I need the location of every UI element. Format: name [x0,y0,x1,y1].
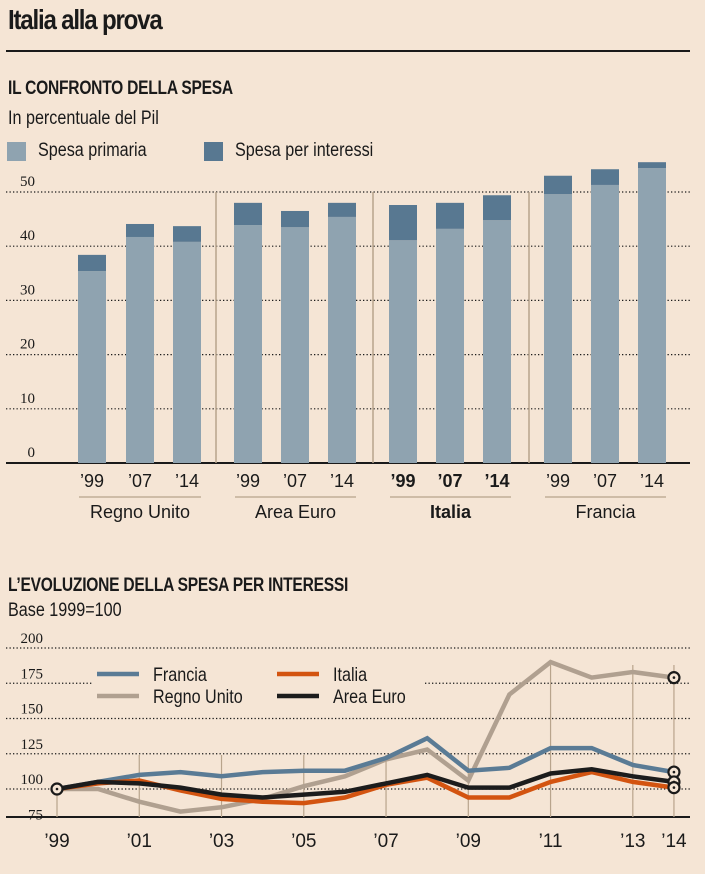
line-chart-y-ticks: 75 100 125 150 175 200 [21,631,44,823]
bar-interest-spending [638,162,666,169]
bar-interest-spending [436,202,464,229]
legend-label-regno-unito: Regno Unito [153,686,243,708]
bar-interest-spending [483,195,511,221]
page-title: Italia alla prova [8,4,163,35]
legend-label-interest: Spesa per interessi [235,140,374,161]
legend-item-interest: Spesa per interessi [204,140,398,162]
line-chart-x-tick-label: ’13 [620,831,645,852]
bar-interest-spending [389,205,417,241]
line-chart-y-tick-label: 200 [21,631,44,647]
bar-chart-y-tick-label: 30 [20,282,35,298]
bar-chart-x-tick-label: ’14 [640,471,664,491]
line-series-regno-unito [57,659,675,814]
line-chart-markers [50,671,681,796]
line-series-area-euro [56,767,675,800]
bar-chart-y-tick-label: 20 [20,337,35,353]
bar-chart-group-label: Italia [430,502,472,522]
bar-chart-x-tick-label: ’07 [593,471,617,491]
line-series-francia [56,735,675,792]
bar-primary-spending [591,184,619,464]
bar-primary-spending [281,227,309,463]
bar-interest-spending [173,226,201,242]
bar-chart-x-tick-label: ’14 [330,471,354,491]
bar-chart-bars [78,162,666,464]
bar-chart-group-label: Area Euro [255,502,336,522]
line-chart-x-tick-label: ’14 [661,831,687,852]
bar-chart-subtitle: In percentuale del Pil [8,108,159,129]
bar-interest-spending [591,169,619,185]
bar-chart-x-tick-label: ’14 [484,471,509,491]
bar-chart-x-tick-label: ’99 [390,471,415,491]
line-chart-x-tick-label: ’07 [373,831,398,852]
line-chart-legend: Francia Italia Regno Unito Area Euro [97,664,406,708]
bar-primary-spending [126,236,154,463]
legend-label-francia: Francia [153,664,207,686]
bar-interest-spending [78,254,106,272]
bar-chart-y-tick-label: 0 [28,445,36,461]
bar-chart-y-tick-label: 40 [20,228,35,244]
line-chart-title: L’EVOLUZIONE DELLA SPESA PER INTERESSI [8,575,349,596]
bar-primary-spending [78,271,106,463]
line-chart-subtitle: Base 1999=100 [8,600,122,621]
legend-swatch-primary [7,141,26,161]
line-end-marker-francia-dot [672,770,676,774]
line-start-marker-dot [55,787,59,791]
bar-chart-x-ticks: ’99 ’07 ’14 ’99 ’07 ’14 ’99 ’07 ’14 ’99 ’07 ’14 [80,471,664,491]
line-chart-y-tick-label: 75 [28,807,43,823]
bar-interest-spending [544,175,572,195]
line-chart-series [56,659,675,814]
line-chart-x-ticks: ’99 ’01 ’03 ’05 ’07 ’09 ’11 ’13 ’14 [44,831,687,852]
bar-chart-x-tick-label: ’99 [80,471,104,491]
bar-chart-y-tick-label: 50 [20,174,35,190]
bar-chart-group-label: Francia [575,502,636,522]
line-chart-x-tick-label: ’09 [456,831,481,852]
bar-primary-spending [638,168,666,464]
bar-interest-spending [328,202,356,217]
legend-label-area-euro: Area Euro [333,686,406,708]
bar-chart-x-tick-label: ’07 [128,471,152,491]
bar-chart-group-dividers [215,192,530,463]
bar-primary-spending [328,216,356,463]
line-end-marker-regno-unito-dot [672,676,676,679]
bar-primary-spending [389,240,417,463]
bar-chart-group-label: Regno Unito [90,502,190,522]
bar-interest-spending [281,210,309,228]
line-chart-y-tick-label: 125 [21,737,44,753]
bar-primary-spending [234,225,262,463]
legend-swatch-interest [204,141,223,161]
line-chart-x-tick-label: ’03 [209,831,234,852]
line-chart-x-tick-label: ’11 [539,831,563,852]
bar-chart-x-tick-label: ’14 [175,471,199,491]
legend-label-primary: Spesa primaria [38,140,147,161]
bar-interest-spending [126,223,154,237]
bar-chart-x-tick-label: ’07 [283,471,307,491]
bar-primary-spending [436,228,464,463]
line-chart-y-tick-label: 150 [21,702,44,718]
line-chart-y-tick-label: 100 [21,772,44,788]
bar-chart-x-tick-label: ’99 [236,471,260,491]
bar-primary-spending [173,241,201,463]
bar-interest-spending [234,202,262,226]
title-divider [6,50,690,52]
line-end-marker-italia-dot [672,786,676,789]
bar-chart-y-tick-label: 10 [20,391,35,407]
line-chart-grid [6,647,690,818]
legend-item-primary: Spesa primaria [7,140,204,162]
bar-chart-x-tick-label: ’99 [546,471,570,491]
line-chart-y-tick-label: 175 [21,666,44,682]
bar-chart-x-tick-label: ’07 [437,471,462,491]
bar-chart-group-labels: Regno Unito Area Euro Italia Francia [79,496,666,522]
legend-label-italia: Italia [333,664,367,686]
bar-chart-y-ticks: 0 10 20 30 40 50 [20,174,35,461]
bar-primary-spending [544,194,572,463]
bar-primary-spending [483,220,511,463]
line-chart-x-tick-label: ’99 [44,831,69,852]
line-chart-x-tick-label: ’05 [291,831,316,852]
line-chart-x-tick-label: ’01 [127,831,152,852]
bar-chart-title: IL CONFRONTO DELLA SPESA [8,78,233,99]
bar-chart-legend: Spesa primaria Spesa per interessi [7,140,398,162]
